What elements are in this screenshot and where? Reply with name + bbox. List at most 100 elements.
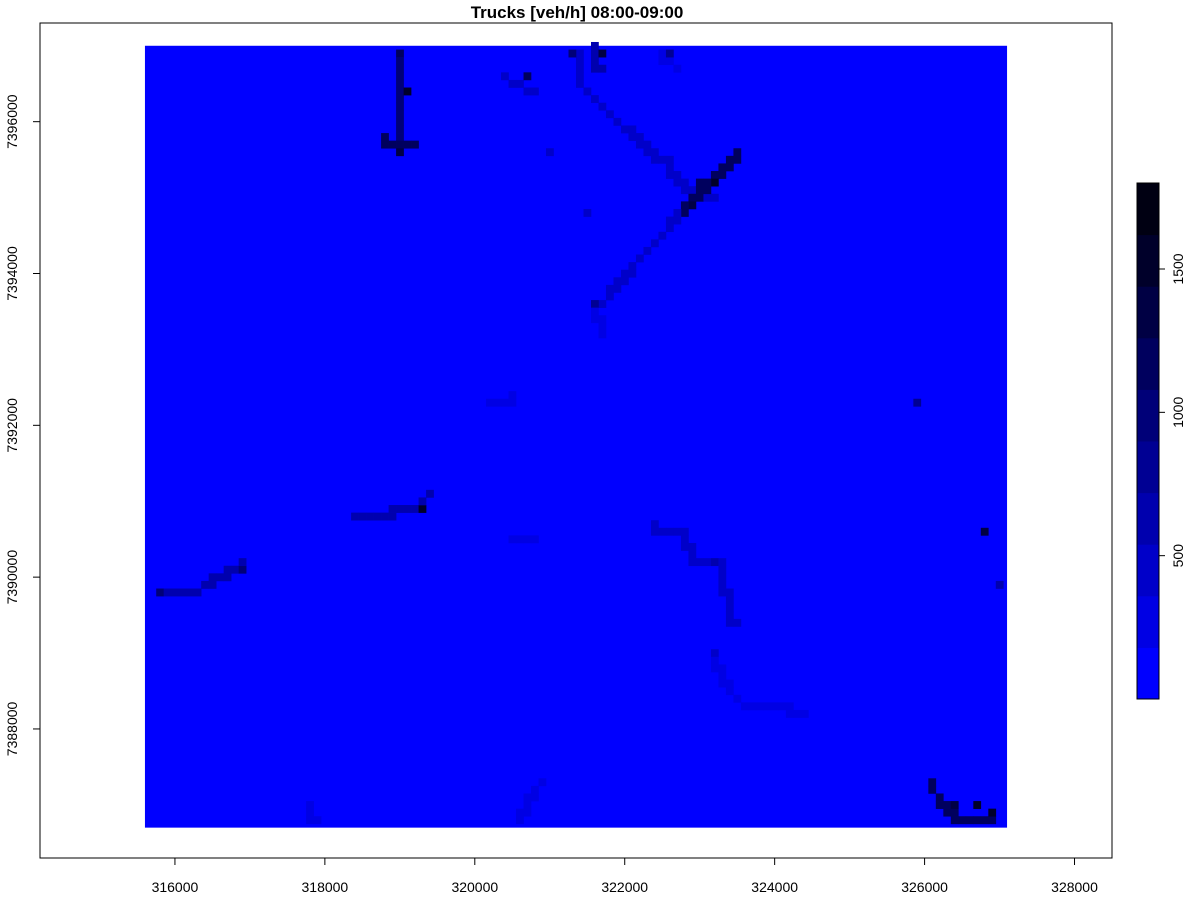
raster-cell [216,573,224,582]
raster-cell [665,216,674,225]
raster-cell [650,527,659,536]
raster-cell [943,808,952,817]
raster-cell [396,79,404,88]
raster-cell [590,300,599,308]
raster-cell [576,72,584,81]
raster-cell [680,542,689,551]
raster-cell [306,808,314,817]
raster-cell [598,102,607,111]
raster-cell [718,679,727,688]
raster-cell [718,580,727,589]
raster-cell [568,49,577,58]
raster-cell [673,171,682,179]
raster-cell [680,535,689,544]
raster-cell [688,558,697,567]
raster-cell [388,140,397,149]
raster-cell [396,140,404,149]
raster-cell [965,816,974,825]
raster-cell [523,87,532,96]
legend-swatch [1137,595,1159,648]
legend-swatch [1137,441,1159,494]
raster-cell [163,588,172,597]
raster-cell [725,618,734,627]
raster-cell [980,527,989,536]
raster-cell [366,512,374,521]
raster-cell [576,49,584,58]
raster-cell [208,573,217,582]
raster-cell [628,125,637,134]
raster-cell [680,201,689,210]
x-tick-label: 322000 [601,879,648,895]
raster-cell [620,269,629,278]
raster-cell [710,649,719,658]
legend-tick-label: 1500 [1170,253,1186,284]
raster-cell [231,565,239,574]
raster-cell [313,816,322,825]
raster-cell [673,216,682,225]
raster-cell [508,535,517,544]
raster-cell [725,687,734,696]
raster-cell [673,64,682,73]
raster-cell [381,512,389,521]
raster-cell [763,702,772,711]
raster-cell [643,148,652,157]
raster-cell [703,193,712,202]
raster-cell [396,133,404,141]
raster-cell [725,588,734,597]
raster-cell [381,140,389,149]
raster-cell [643,140,652,149]
raster-cell [673,527,682,536]
raster-cell [703,178,712,187]
raster-cell [725,679,734,688]
raster-cell [373,512,382,521]
raster-cell [238,558,247,567]
raster-cell [418,497,427,506]
raster-cell [531,793,539,802]
raster-cell [396,57,404,66]
x-tick-label: 316000 [152,879,199,895]
raster-cell [605,110,614,119]
raster-cell [665,224,674,233]
raster-cell [223,573,232,582]
raster-cell [590,41,599,50]
raster-cell [613,117,622,126]
raster-cell [418,505,427,513]
raster-cell [396,64,404,73]
raster-cell [973,801,982,809]
raster-cell [193,588,202,597]
raster-cell [396,102,404,111]
raster-cell [755,702,764,711]
y-tick-label: 7396000 [4,94,20,149]
raster-cell [695,178,704,187]
raster-cell [403,140,412,149]
raster-cell [620,125,629,134]
raster-cell [546,148,554,157]
raster-cell [598,64,607,73]
raster-cell [583,208,592,217]
raster-cell [598,49,607,58]
raster-cell [650,520,659,529]
raster-cell [238,565,247,574]
raster-cell [516,535,524,544]
raster-cell [793,709,802,718]
raster-cell [688,550,697,559]
raster-cell [703,186,712,195]
raster-cell [665,527,674,536]
raster-cell [718,163,727,172]
raster-cell [658,155,667,164]
raster-cell [381,133,389,141]
raster-cell [411,140,419,149]
raster-cell [800,709,809,718]
raster-cell [486,398,494,407]
y-tick-label: 7394000 [4,246,20,301]
raster-cell [740,702,749,711]
raster-cell [508,391,517,400]
raster-cell [725,163,734,172]
raster-cell [576,64,584,73]
x-tick-label: 326000 [901,879,948,895]
raster-cell [523,72,532,81]
raster-cell [590,307,599,316]
y-tick-label: 7390000 [4,550,20,605]
x-tick-label: 320000 [451,879,498,895]
y-tick-label: 7392000 [4,398,20,453]
